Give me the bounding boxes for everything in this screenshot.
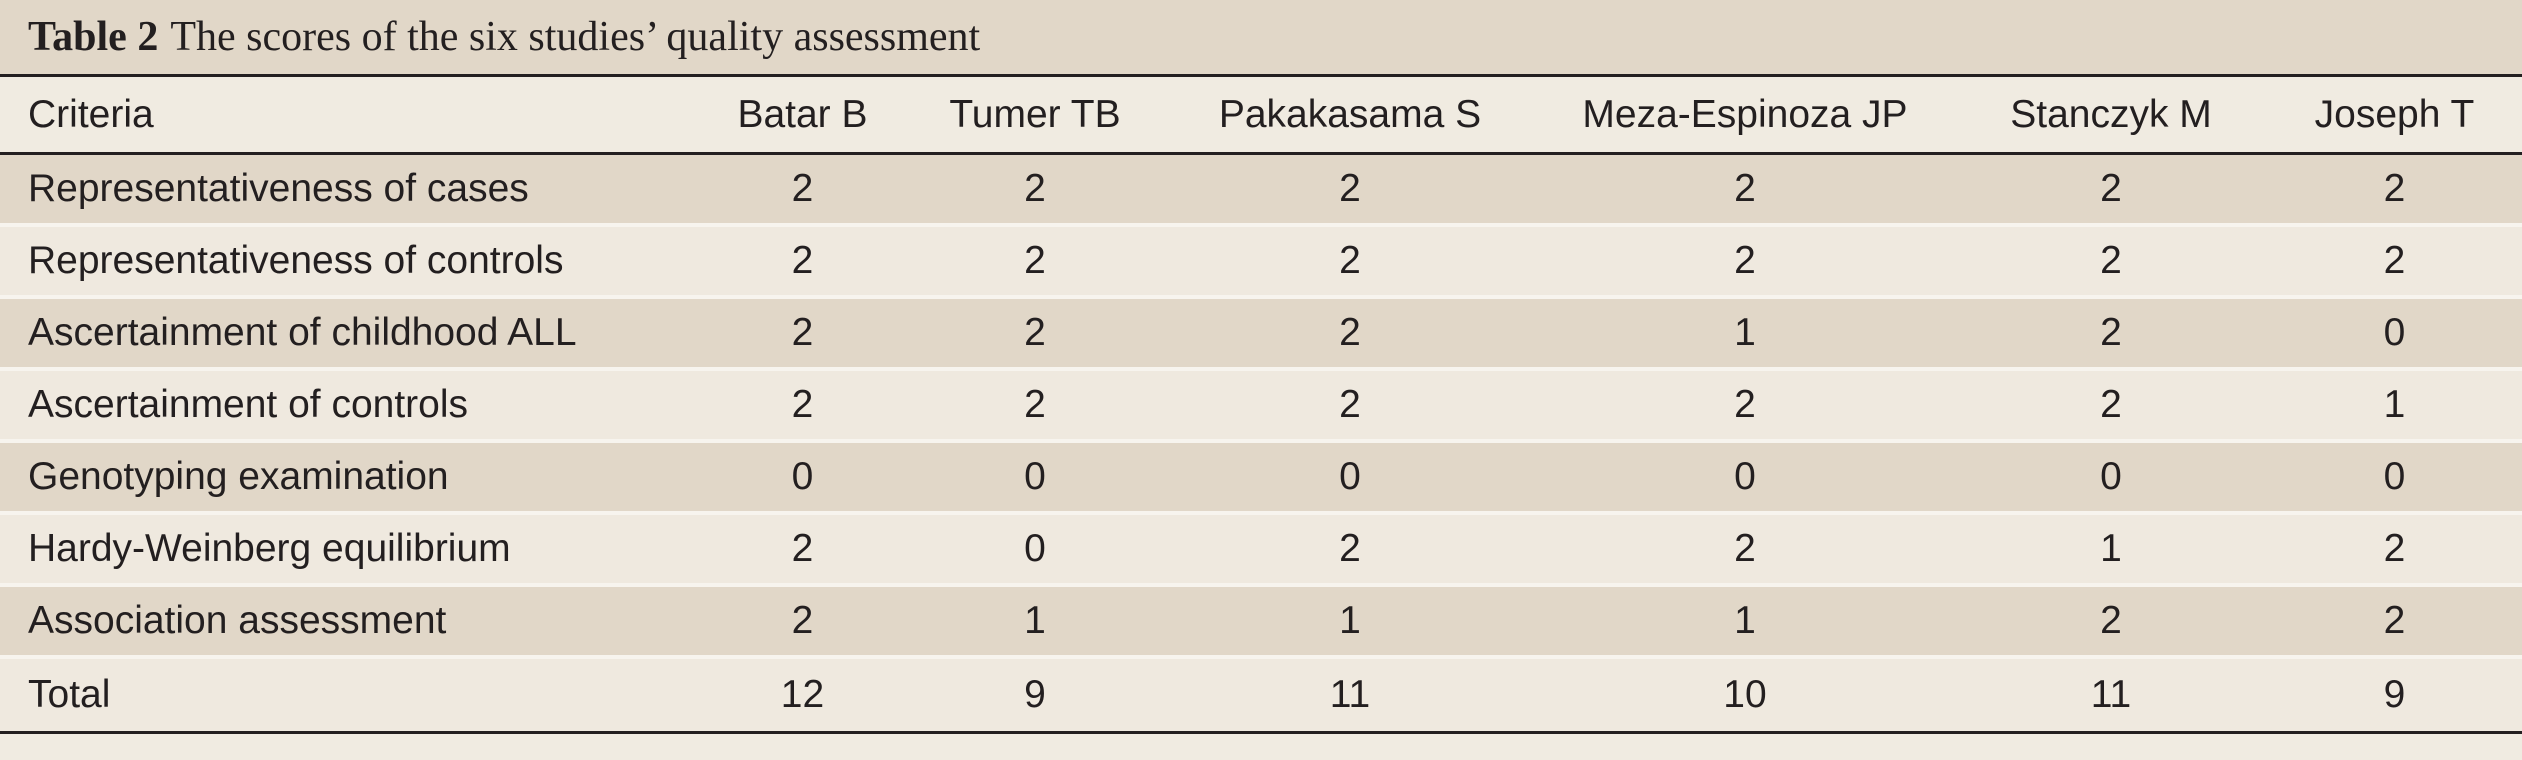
score-cell: 2 bbox=[1339, 311, 1361, 354]
score-cell: 2 bbox=[1024, 239, 1046, 282]
table-row: Association assessment 2 1 1 1 2 2 bbox=[0, 587, 2522, 659]
header-batar: Batar B bbox=[737, 92, 868, 136]
score-cell: 2 bbox=[2383, 239, 2406, 282]
score-cell: 10 bbox=[1723, 673, 1767, 716]
header-pakakasama: Pakakasama S bbox=[1218, 92, 1482, 136]
table-caption-title: The scores of the six studies’ quality a… bbox=[170, 14, 981, 60]
score-cell: 0 bbox=[2100, 455, 2122, 498]
header-meza-espinoza: Meza-Espinoza JP bbox=[1582, 92, 1908, 136]
score-cell: 2 bbox=[2383, 527, 2406, 570]
header-rule bbox=[0, 152, 2522, 155]
table-row: Total 12 9 11 10 11 9 bbox=[0, 659, 2522, 731]
criteria-cell: Hardy-Weinberg equilibrium bbox=[28, 527, 511, 570]
score-cell: 2 bbox=[1339, 383, 1361, 426]
score-cell: 11 bbox=[1329, 673, 1371, 716]
score-cell: 2 bbox=[1339, 167, 1361, 210]
criteria-cell: Total bbox=[28, 673, 111, 716]
score-cell: 0 bbox=[2383, 311, 2406, 354]
table-caption-label: Table 2 bbox=[28, 14, 159, 60]
score-cell: 2 bbox=[1734, 167, 1756, 210]
score-cell: 0 bbox=[1024, 455, 1046, 498]
score-cell: 9 bbox=[1024, 673, 1046, 716]
score-cell: 9 bbox=[2383, 673, 2406, 716]
score-cell: 2 bbox=[2100, 311, 2122, 354]
score-cell: 2 bbox=[2100, 239, 2122, 282]
score-cell: 2 bbox=[791, 311, 814, 354]
criteria-cell: Association assessment bbox=[28, 599, 447, 642]
table-row: Representativeness of controls 2 2 2 2 2 2 bbox=[0, 227, 2522, 299]
score-cell: 0 bbox=[1339, 455, 1361, 498]
score-cell: 0 bbox=[2383, 455, 2406, 498]
header-joseph: Joseph T bbox=[2314, 92, 2475, 136]
score-cell: 1 bbox=[1339, 599, 1361, 642]
score-cell: 2 bbox=[791, 383, 814, 426]
score-cell: 2 bbox=[2100, 599, 2122, 642]
criteria-cell: Representativeness of controls bbox=[28, 239, 564, 282]
score-cell: 2 bbox=[1024, 383, 1046, 426]
score-cell: 2 bbox=[1734, 527, 1756, 570]
score-cell: 12 bbox=[780, 673, 825, 716]
criteria-cell: Representativeness of cases bbox=[28, 167, 529, 210]
table-body: Representativeness of cases 2 2 2 2 2 2 Represe… bbox=[0, 155, 2522, 731]
score-cell: 0 bbox=[791, 455, 814, 498]
score-cell: 0 bbox=[1734, 455, 1756, 498]
table-row: Genotyping examination 0 0 0 0 0 0 bbox=[0, 443, 2522, 515]
header-tumer: Tumer TB bbox=[949, 92, 1121, 136]
score-cell: 1 bbox=[1734, 311, 1756, 354]
table-header-row: Criteria Batar B Tumer TB Pakakasama S M… bbox=[0, 77, 2522, 152]
criteria-cell: Ascertainment of controls bbox=[28, 383, 469, 426]
header-criteria: Criteria bbox=[28, 92, 154, 136]
score-cell: 11 bbox=[2090, 673, 2132, 716]
table-row: Ascertainment of childhood ALL 2 2 2 1 2 0 bbox=[0, 299, 2522, 371]
score-cell: 2 bbox=[791, 527, 814, 570]
score-cell: 2 bbox=[1339, 239, 1361, 282]
criteria-cell: Ascertainment of childhood ALL bbox=[28, 311, 577, 354]
top-rule bbox=[0, 74, 2522, 77]
bottom-rule bbox=[0, 731, 2522, 734]
score-cell: 1 bbox=[1734, 599, 1756, 642]
score-cell: 2 bbox=[1024, 311, 1046, 354]
score-cell: 2 bbox=[2383, 167, 2406, 210]
table-row: Representativeness of cases 2 2 2 2 2 2 bbox=[0, 155, 2522, 227]
table-row: Hardy-Weinberg equilibrium 2 0 2 2 1 2 bbox=[0, 515, 2522, 587]
score-cell: 2 bbox=[1024, 167, 1046, 210]
score-cell: 2 bbox=[2100, 167, 2122, 210]
score-cell: 1 bbox=[2383, 383, 2406, 426]
score-cell: 2 bbox=[2100, 383, 2122, 426]
score-cell: 2 bbox=[791, 167, 814, 210]
score-cell: 1 bbox=[2100, 527, 2122, 570]
score-cell: 2 bbox=[1734, 239, 1756, 282]
header-stanczyk: Stanczyk M bbox=[2010, 92, 2212, 136]
score-cell: 2 bbox=[791, 599, 814, 642]
score-cell: 2 bbox=[1734, 383, 1756, 426]
score-cell: 2 bbox=[2383, 599, 2406, 642]
score-cell: 1 bbox=[1024, 599, 1046, 642]
score-cell: 2 bbox=[1339, 527, 1361, 570]
criteria-cell: Genotyping examination bbox=[28, 455, 449, 498]
table-caption: Table 2 The scores of the six studies’ q… bbox=[0, 0, 2522, 74]
score-cell: 2 bbox=[791, 239, 814, 282]
table-row: Ascertainment of controls 2 2 2 2 2 1 bbox=[0, 371, 2522, 443]
score-cell: 0 bbox=[1024, 527, 1046, 570]
